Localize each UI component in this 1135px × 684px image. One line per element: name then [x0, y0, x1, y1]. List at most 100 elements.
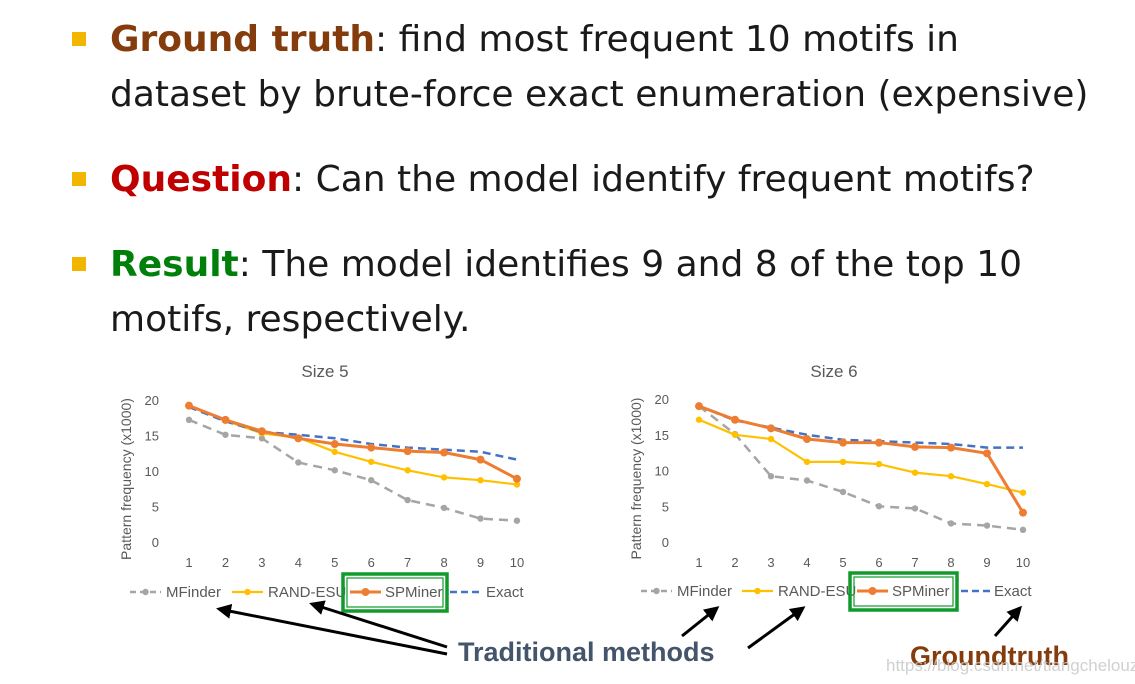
series-line-spminer — [698, 404, 1025, 514]
data-point-mfinder — [295, 459, 302, 466]
chart-title: Size 5 — [301, 362, 348, 381]
x-tick-label: 1 — [185, 555, 192, 570]
spminer-highlight-box — [341, 572, 449, 613]
legend-label: MFinder — [166, 584, 221, 601]
data-point-mfinder — [839, 488, 847, 496]
data-point-spminer — [330, 440, 339, 449]
legend-marker-spminer — [868, 587, 877, 595]
data-point-rand-esu — [477, 477, 484, 484]
x-tick-label: 3 — [767, 555, 774, 570]
x-tick-label: 5 — [331, 555, 338, 570]
bullet-text: Ground truth: find most frequent 10 moti… — [110, 12, 1110, 122]
x-tick-label: 8 — [947, 555, 954, 570]
series-line-rand-esu — [698, 418, 1024, 494]
y-tick-label: 10 — [655, 464, 669, 479]
x-tick-label: 7 — [911, 555, 918, 570]
x-tick-label: 9 — [477, 555, 484, 570]
arrow-to-rand-esu-left — [309, 600, 448, 649]
arrow-to-mfinder-left — [216, 603, 448, 656]
bullet-marker — [72, 172, 86, 186]
data-point-mfinder — [1019, 526, 1027, 534]
data-point-rand-esu — [983, 480, 991, 488]
data-point-spminer — [440, 448, 449, 457]
data-point-rand-esu — [513, 481, 521, 488]
spminer-highlight-inner-box — [853, 576, 954, 607]
x-tick-label: 6 — [368, 555, 375, 570]
y-tick-label: 10 — [145, 464, 159, 479]
x-tick-label: 2 — [731, 555, 738, 570]
data-point-rand-esu — [947, 473, 955, 480]
x-tick-label: 1 — [695, 555, 702, 570]
series-line-mfinder — [698, 405, 1024, 532]
x-tick-label: 9 — [983, 555, 990, 570]
x-tick-label: 10 — [1016, 555, 1030, 570]
data-point-spminer — [731, 415, 739, 424]
y-tick-label: 15 — [655, 428, 669, 443]
data-point-mfinder — [911, 505, 919, 512]
data-point-rand-esu — [875, 460, 883, 468]
legend-marker-mfinder — [653, 587, 660, 595]
y-tick-label: 20 — [655, 392, 669, 407]
legend-label: SPMiner — [385, 584, 443, 601]
question-line1: : Can the model identify frequent motifs… — [292, 159, 1035, 200]
data-point-mfinder — [947, 520, 955, 527]
data-point-mfinder — [767, 473, 775, 480]
legend-marker-rand-esu — [754, 587, 761, 595]
data-point-spminer — [476, 455, 485, 464]
result-line1: : The model identifies 9 and 8 of the to… — [238, 244, 1022, 285]
arrow-to-rand-esu-right — [747, 606, 806, 650]
data-point-rand-esu — [803, 458, 811, 466]
spminer-highlight-inner-box — [346, 577, 444, 608]
chart-title: Size 6 — [810, 362, 857, 381]
data-point-mfinder — [331, 467, 338, 474]
chart-legend: MFinder RAND-ESU SPMiner Exact — [641, 583, 1032, 600]
data-point-rand-esu — [1019, 489, 1027, 496]
data-point-rand-esu — [331, 448, 338, 456]
y-tick-label: 0 — [152, 535, 159, 550]
legend-marker-rand-esu — [244, 588, 251, 596]
data-point-spminer — [294, 434, 303, 443]
groundtruth-label: Groundtruth — [910, 641, 1069, 671]
x-tick-label: 6 — [875, 555, 882, 570]
x-tick-label: 10 — [510, 555, 524, 570]
arrow-to-mfinder-right — [681, 606, 720, 638]
bullet-text: Question: Can the model identify frequen… — [110, 152, 1110, 207]
data-point-spminer — [767, 424, 775, 433]
data-point-rand-esu — [368, 458, 375, 465]
data-point-spminer — [512, 474, 521, 483]
bullet-marker — [72, 32, 86, 46]
legend-label: SPMiner — [892, 583, 950, 600]
data-point-rand-esu — [911, 469, 919, 476]
x-tick-label: 7 — [404, 555, 411, 570]
y-axis-label: Pattern frequency (x1000) — [118, 398, 134, 560]
data-point-mfinder — [368, 477, 375, 484]
y-tick-label: 15 — [145, 429, 159, 444]
legend-marker-mfinder — [142, 588, 149, 596]
x-tick-label: 3 — [258, 555, 265, 570]
traditional-methods-label: Traditional methods — [458, 637, 715, 667]
data-point-spminer — [221, 415, 230, 424]
x-tick-label: 4 — [295, 555, 302, 570]
data-point-mfinder — [258, 435, 266, 442]
data-point-spminer — [875, 438, 883, 447]
arrow-to-exact-right — [993, 605, 1022, 637]
bullet-text: Result: The model identifies 9 and 8 of … — [110, 237, 1110, 347]
data-point-rand-esu — [731, 431, 739, 438]
result-keyword: Result — [110, 244, 239, 285]
data-point-spminer — [1019, 508, 1027, 517]
data-point-mfinder — [440, 504, 448, 512]
data-point-spminer — [983, 449, 991, 458]
y-tick-label: 5 — [152, 500, 159, 515]
data-point-rand-esu — [767, 435, 775, 443]
x-tick-label: 4 — [803, 555, 810, 570]
data-point-spminer — [911, 442, 919, 451]
data-point-mfinder — [983, 522, 991, 529]
data-point-spminer — [185, 401, 193, 410]
data-point-spminer — [367, 443, 376, 452]
series-line-spminer — [188, 404, 518, 481]
ground-truth-keyword: Ground truth — [110, 19, 376, 60]
x-tick-label: 5 — [839, 555, 846, 570]
x-tick-label: 2 — [222, 555, 229, 570]
legend-label: RAND-ESU — [268, 584, 346, 601]
